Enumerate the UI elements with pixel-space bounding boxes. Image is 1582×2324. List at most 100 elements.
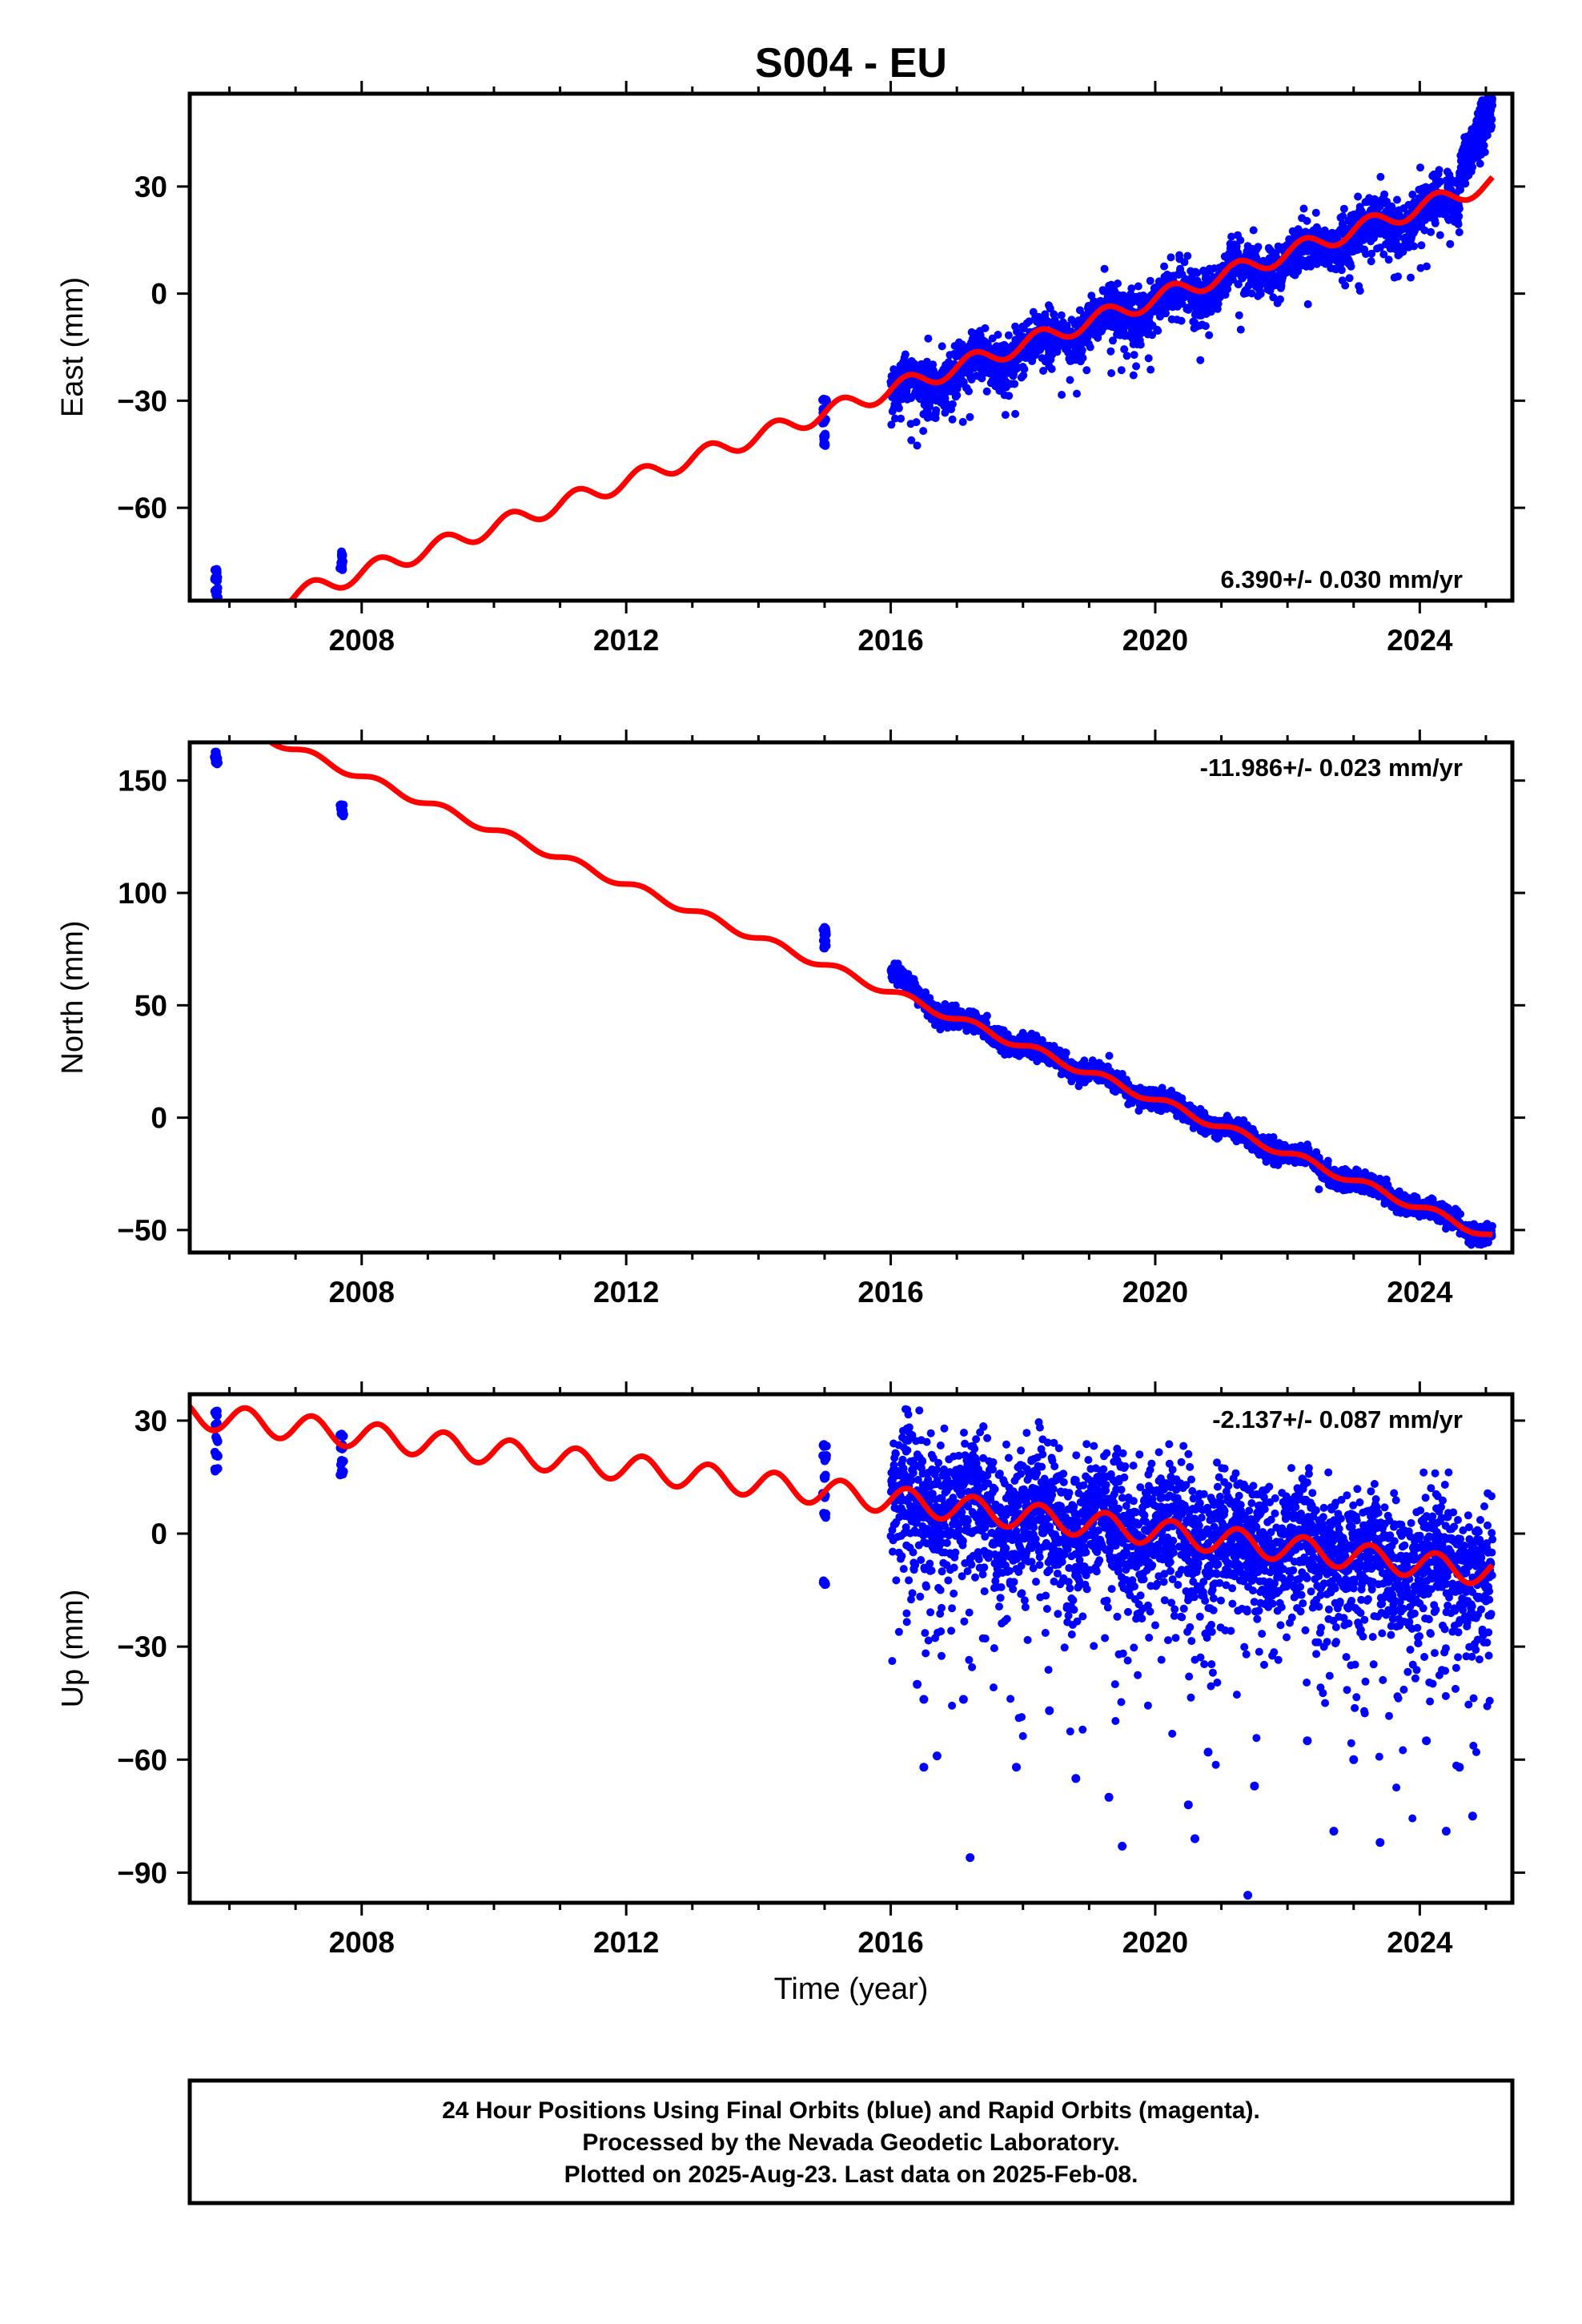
- data-point: [1177, 316, 1186, 325]
- data-point: [1160, 262, 1169, 271]
- data-point: [966, 412, 974, 421]
- data-point: [1392, 239, 1400, 248]
- data-point: [1480, 141, 1488, 150]
- x-tick-label: 2016: [857, 624, 923, 657]
- data-point: [1117, 366, 1126, 375]
- y-tick-label: 30: [135, 171, 167, 203]
- data-point: [1180, 258, 1189, 267]
- data-point: [982, 387, 991, 396]
- data-point: [1010, 380, 1019, 388]
- data-point: [1376, 172, 1385, 181]
- data-point: [891, 414, 899, 423]
- data-point: [1232, 242, 1241, 251]
- data-point: [958, 417, 967, 426]
- rate-label: 6.390+/- 0.030 mm/yr: [1221, 565, 1463, 593]
- data-point: [1011, 409, 1020, 418]
- data-point: [819, 440, 829, 449]
- data-point: [1064, 348, 1073, 357]
- data-point: [1320, 226, 1329, 235]
- data-point: [1276, 295, 1284, 304]
- data-point: [821, 396, 831, 405]
- data-point: [921, 988, 930, 997]
- data-point: [1254, 243, 1263, 251]
- data-point: [1122, 352, 1131, 360]
- data-point: [1380, 190, 1389, 199]
- data-point: [1339, 212, 1347, 220]
- data-point: [1158, 1084, 1166, 1092]
- data-point: [1020, 365, 1029, 373]
- data-point: [1236, 325, 1245, 334]
- data-point: [994, 331, 1002, 339]
- data-point: [1205, 331, 1214, 340]
- data-point: [1214, 300, 1223, 308]
- data-point: [1339, 204, 1348, 213]
- data-point: [1354, 192, 1363, 201]
- data-point: [1088, 1056, 1097, 1065]
- data-point: [1347, 262, 1355, 271]
- data-point: [337, 555, 347, 565]
- data-point: [901, 350, 909, 359]
- data-point: [1127, 284, 1136, 293]
- data-point: [1129, 371, 1138, 380]
- data-point: [978, 374, 986, 383]
- data-point: [1303, 216, 1311, 225]
- data-point: [1420, 226, 1429, 235]
- data-point: [1345, 274, 1354, 283]
- data-point: [1105, 1051, 1114, 1060]
- data-point: [1114, 279, 1122, 287]
- data-point: [1427, 227, 1435, 236]
- data-point: [1379, 250, 1388, 259]
- data-point: [1408, 191, 1417, 199]
- data-point: [1256, 290, 1265, 298]
- data-point: [953, 391, 962, 400]
- data-point: [1227, 232, 1236, 241]
- data-point: [1367, 257, 1375, 266]
- data-point: [1193, 268, 1202, 277]
- data-point: [1004, 331, 1013, 340]
- data-point: [336, 564, 345, 573]
- data-point: [1136, 340, 1145, 349]
- data-point: [1311, 208, 1320, 217]
- model-curve: [245, 175, 1495, 601]
- data-point: [1207, 308, 1215, 316]
- data-point: [1001, 411, 1010, 420]
- data-point: [1323, 1156, 1332, 1165]
- figure-title: S004 - EU: [755, 40, 947, 86]
- data-point: [1299, 204, 1308, 213]
- y-tick-label: −60: [117, 492, 167, 525]
- data-point: [1039, 367, 1048, 375]
- data-point: [965, 387, 973, 396]
- data-point: [1099, 287, 1108, 296]
- data-point: [894, 404, 903, 412]
- data-point: [1431, 219, 1439, 227]
- data-point: [982, 1011, 991, 1020]
- data-point: [1120, 345, 1129, 354]
- data-point: [1166, 253, 1175, 262]
- data-point: [1394, 233, 1403, 242]
- data-point: [1078, 346, 1086, 355]
- data-point: [1461, 179, 1470, 188]
- data-point: [1148, 331, 1157, 340]
- data-point: [1132, 362, 1141, 371]
- data-point: [1234, 280, 1243, 289]
- data-point: [932, 406, 941, 415]
- data-point: [1196, 356, 1205, 364]
- data-point: [1146, 276, 1154, 285]
- data-point: [929, 360, 938, 369]
- data-point: [1047, 364, 1056, 373]
- data-point: [1066, 376, 1074, 384]
- data-point: [1468, 163, 1477, 171]
- data-point: [212, 575, 222, 585]
- data-point: [1435, 166, 1443, 175]
- data-point: [1476, 159, 1484, 168]
- x-tick-label: 2008: [329, 624, 395, 657]
- data-point: [1393, 195, 1401, 204]
- data-point: [887, 420, 896, 429]
- data-point: [1307, 262, 1315, 271]
- data-point: [1480, 148, 1489, 156]
- data-point: [1407, 273, 1415, 282]
- data-point: [1236, 236, 1245, 244]
- data-point: [1109, 336, 1117, 345]
- data-point: [1058, 391, 1066, 399]
